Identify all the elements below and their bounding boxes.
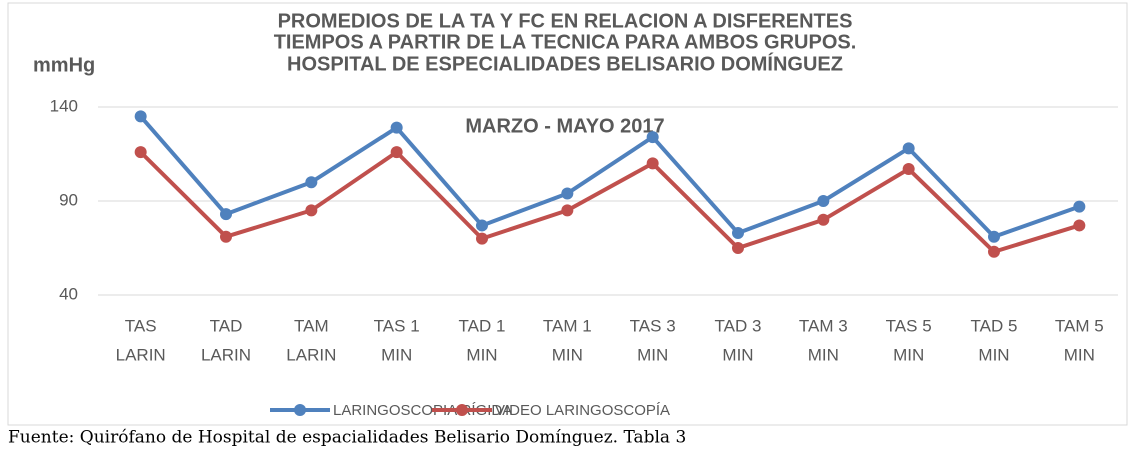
x-tick-label: TAD 5	[971, 316, 1018, 335]
data-point	[902, 142, 915, 155]
data-point	[220, 230, 232, 243]
y-tick-label: 140	[50, 96, 78, 115]
data-point	[732, 242, 744, 254]
y-tick-label: 90	[59, 190, 78, 209]
x-tick-label: MIN	[1064, 345, 1095, 364]
data-point	[732, 226, 744, 239]
data-point	[561, 204, 574, 217]
legend-label: VIDEO LARINGOSCOPÍA	[495, 402, 670, 419]
x-tick-label: TAM 3	[799, 316, 848, 335]
chart-title: HOSPITAL DE ESPECIALIDADES BELISARIO DOM…	[287, 52, 843, 75]
x-tick-label: TAS 3	[630, 316, 676, 335]
data-point	[1073, 200, 1086, 213]
x-tick-label: TAM	[294, 316, 329, 335]
legend-marker	[456, 404, 468, 416]
x-tick-label: MIN	[381, 345, 412, 364]
x-tick-label: MIN	[978, 345, 1009, 364]
series-line	[139, 150, 1080, 254]
data-point	[988, 245, 1000, 258]
x-tick-label: TAD 3	[715, 316, 762, 335]
x-tick-label: TAM 1	[543, 316, 592, 335]
series-line	[139, 115, 1080, 239]
data-point	[988, 230, 1000, 243]
legend-marker	[294, 404, 306, 416]
x-tick-label: TAS 1	[374, 316, 420, 335]
x-tick-label: MIN	[552, 345, 583, 364]
data-point	[646, 131, 659, 144]
x-tick-label: MIN	[893, 345, 924, 364]
data-point	[646, 157, 659, 170]
x-tick-label: MIN	[808, 345, 839, 364]
x-tick-label: TAM 5	[1055, 316, 1104, 335]
data-point	[817, 195, 830, 207]
x-tick-label: LARIN	[201, 345, 251, 364]
chart-title: PROMEDIOS DE LA TA Y FC EN RELACION A DI…	[278, 10, 853, 32]
data-point	[902, 163, 915, 176]
source-note: Fuente: Quirófano de Hospital de espacia…	[8, 428, 686, 448]
data-point	[220, 208, 232, 221]
x-tick-label: TAD	[210, 316, 243, 335]
legend-label: LARINGOSCOPIA RÍGIDA	[333, 402, 512, 419]
data-point	[390, 146, 403, 159]
data-point	[817, 213, 830, 226]
data-point	[305, 204, 318, 217]
x-tick-label: MIN	[466, 345, 497, 364]
x-tick-label: TAD 1	[459, 316, 506, 335]
data-point	[476, 219, 488, 232]
data-point	[476, 232, 488, 245]
x-tick-label: TAS 5	[886, 316, 932, 335]
data-point	[305, 176, 318, 189]
data-point	[134, 146, 147, 159]
chart-title: TIEMPOS A PARTIR DE LA TECNICA PARA AMBO…	[274, 31, 857, 53]
x-tick-label: TAS	[125, 316, 157, 335]
x-tick-label: MIN	[722, 345, 753, 364]
data-point	[390, 121, 403, 134]
y-axis-label: mmHg	[33, 54, 95, 76]
chart-title: MARZO - MAYO 2017	[465, 115, 664, 137]
x-tick-label: MIN	[637, 345, 668, 364]
x-tick-label: LARIN	[116, 345, 166, 364]
data-point	[561, 187, 574, 200]
data-point	[134, 110, 147, 123]
data-point	[1073, 219, 1086, 232]
y-tick-label: 40	[59, 284, 78, 303]
x-tick-label: LARIN	[286, 345, 336, 364]
